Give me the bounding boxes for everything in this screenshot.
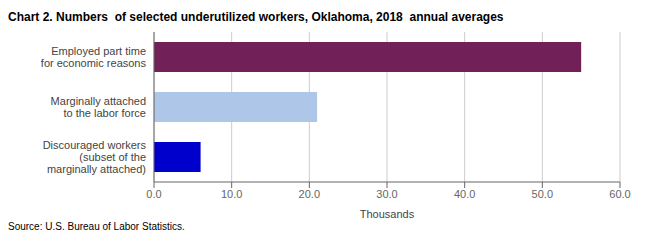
svg-text:20.0: 20.0 [299,188,320,200]
svg-text:30.0: 30.0 [376,188,397,200]
svg-text:60.0: 60.0 [609,188,630,200]
svg-text:0.0: 0.0 [146,188,161,200]
svg-text:50.0: 50.0 [532,188,553,200]
svg-text:Thousands: Thousands [360,208,415,220]
svg-text:Discouraged workers(subset of: Discouraged workers(subset of themargina… [43,139,147,175]
svg-text:Marginally attachedto the labo: Marginally attachedto the labor force [51,95,146,119]
html-text:Chart 2. Numbers of selected u: Chart 2. Numbers of selected underutiliz… [8,10,504,24]
html-text:Source: U.S. Bureau of Labor S: Source: U.S. Bureau of Labor Statistics. [8,221,185,232]
svg-text:10.0: 10.0 [221,188,242,200]
svg-text:Employed part timefor economic: Employed part timefor economic reasons [41,45,147,69]
svg-text:40.0: 40.0 [454,188,475,200]
